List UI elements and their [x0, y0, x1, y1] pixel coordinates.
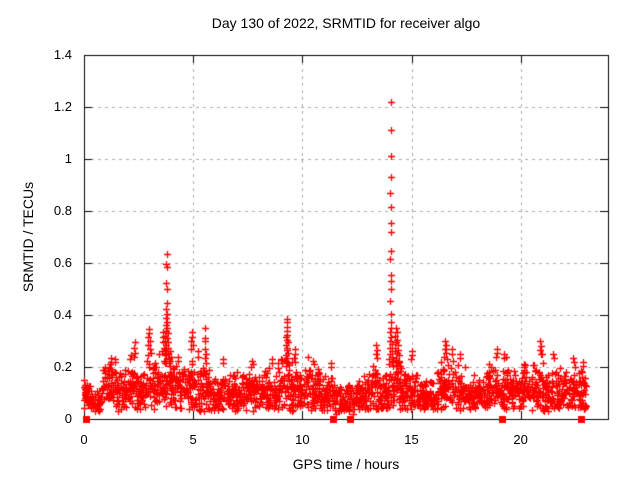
y-tick-label: 0.8: [53, 203, 72, 218]
x-tick-label: 5: [189, 432, 197, 447]
y-tick-label: 0: [64, 411, 72, 426]
y-tick-label: 1.2: [53, 99, 72, 114]
x-tick-label: 20: [513, 432, 528, 447]
y-tick-label: 0.6: [53, 255, 72, 270]
y-tick-label: 0.4: [53, 307, 72, 322]
y-axis-label: SRMTID / TECUs: [20, 181, 36, 293]
x-tick-label: 10: [295, 432, 310, 447]
x-tick-label: 0: [80, 432, 88, 447]
chart-title: Day 130 of 2022, SRMTID for receiver alg…: [211, 15, 481, 31]
y-tick-label: 1: [64, 151, 72, 166]
y-tick-label: 0.2: [53, 359, 72, 374]
x-axis-label: GPS time / hours: [292, 456, 400, 472]
x-tick-label: 15: [404, 432, 419, 447]
y-tick-label: 1.4: [53, 47, 72, 62]
